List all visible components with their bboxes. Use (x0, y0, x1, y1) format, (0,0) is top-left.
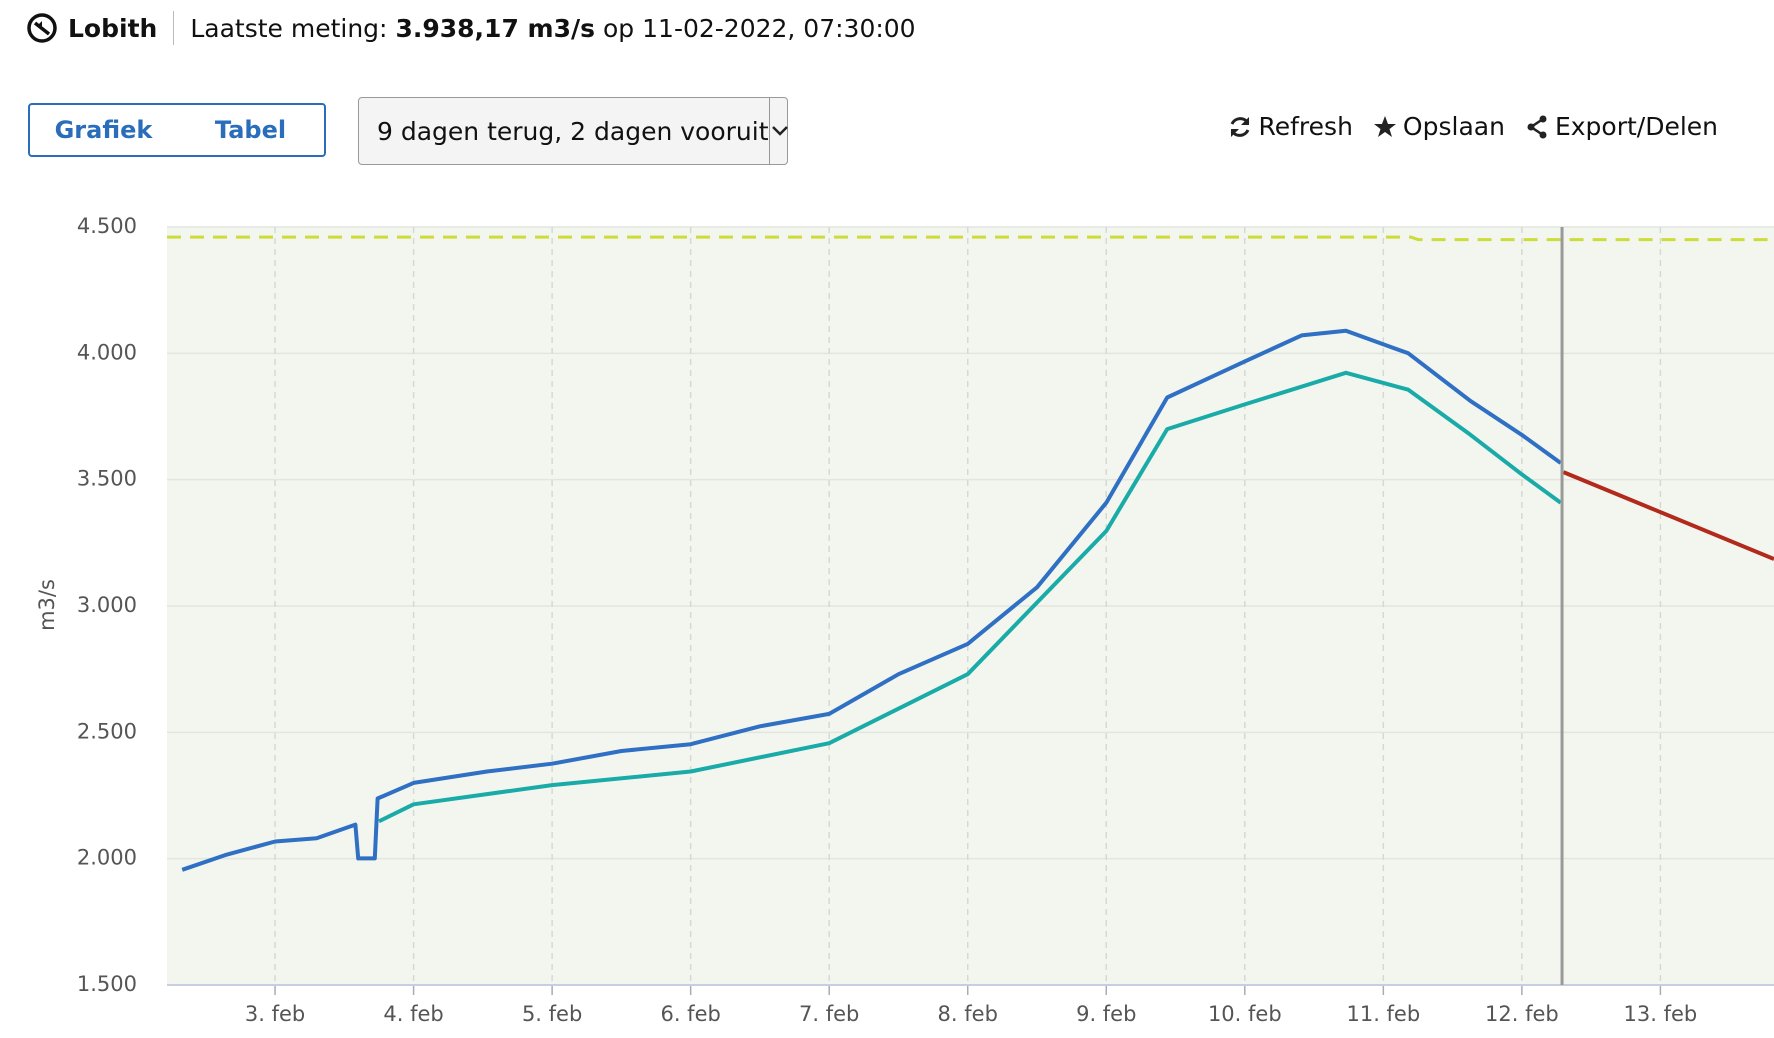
x-tick-label: 10. feb (1208, 1002, 1282, 1026)
separator (173, 11, 175, 45)
action-label: Refresh (1258, 112, 1353, 141)
save-button[interactable]: Opslaan (1373, 112, 1505, 141)
y-tick-label: 3.500 (77, 467, 137, 491)
y-tick-label: 4.500 (77, 214, 137, 238)
y-tick-label: 2.500 (77, 719, 137, 743)
series-line (378, 370, 1562, 824)
x-tick-label: 8. feb (938, 1002, 998, 1026)
x-tick-label: 12. feb (1485, 1002, 1559, 1026)
location: Lobith (68, 13, 158, 43)
x-tick-label: 4. feb (383, 1002, 443, 1026)
measurement: 3.938,17 m3/s (395, 13, 596, 43)
tab[interactable]: Tabel (214, 116, 287, 144)
share-button[interactable]: Export/Delen (1525, 112, 1718, 141)
x-tick-label: 7. feb (799, 1002, 859, 1026)
series-line (167, 235, 1774, 242)
refresh-button[interactable]: Refresh (1227, 112, 1353, 141)
timestamp: op 11-02-2022, 07:30:00 (603, 13, 916, 43)
series-line (181, 328, 1562, 872)
dropdown-arrow (768, 98, 790, 164)
x-tick-label: 11. feb (1346, 1002, 1420, 1026)
view-tabs: Grafiek Tabel (28, 103, 326, 157)
action-label: Opslaan (1402, 112, 1505, 141)
x-tick-label: 5. feb (522, 1002, 582, 1026)
series-line (1562, 470, 1774, 561)
location-icon (27, 13, 57, 43)
x-tick-label: 3. feb (245, 1002, 305, 1026)
x-tick-label: 13. feb (1624, 1002, 1698, 1026)
y-tick-label: 2.000 (77, 846, 137, 870)
header: Lobith Laatste meting: 3.938,17 m3/s op … (26, 8, 916, 48)
tab[interactable]: Grafiek (54, 116, 153, 144)
x-tick-label: 6. feb (660, 1002, 720, 1026)
action-label: Export/Delen (1554, 112, 1718, 141)
label: Laatste meting: (190, 13, 388, 43)
range-select[interactable]: 9 dagen terug, 2 dagen vooruit (358, 97, 788, 165)
y-tick-label: 1.500 (77, 972, 137, 996)
range-text: 9 dagen terug, 2 dagen vooruit (377, 116, 769, 146)
actions: Refresh Opslaan Export/Delen (1227, 112, 1718, 141)
x-tick-label: 9. feb (1076, 1002, 1136, 1026)
y-axis-title: m3/s (35, 579, 59, 631)
y-tick-label: 3.000 (77, 593, 137, 617)
y-tick-label: 4.000 (77, 340, 137, 364)
